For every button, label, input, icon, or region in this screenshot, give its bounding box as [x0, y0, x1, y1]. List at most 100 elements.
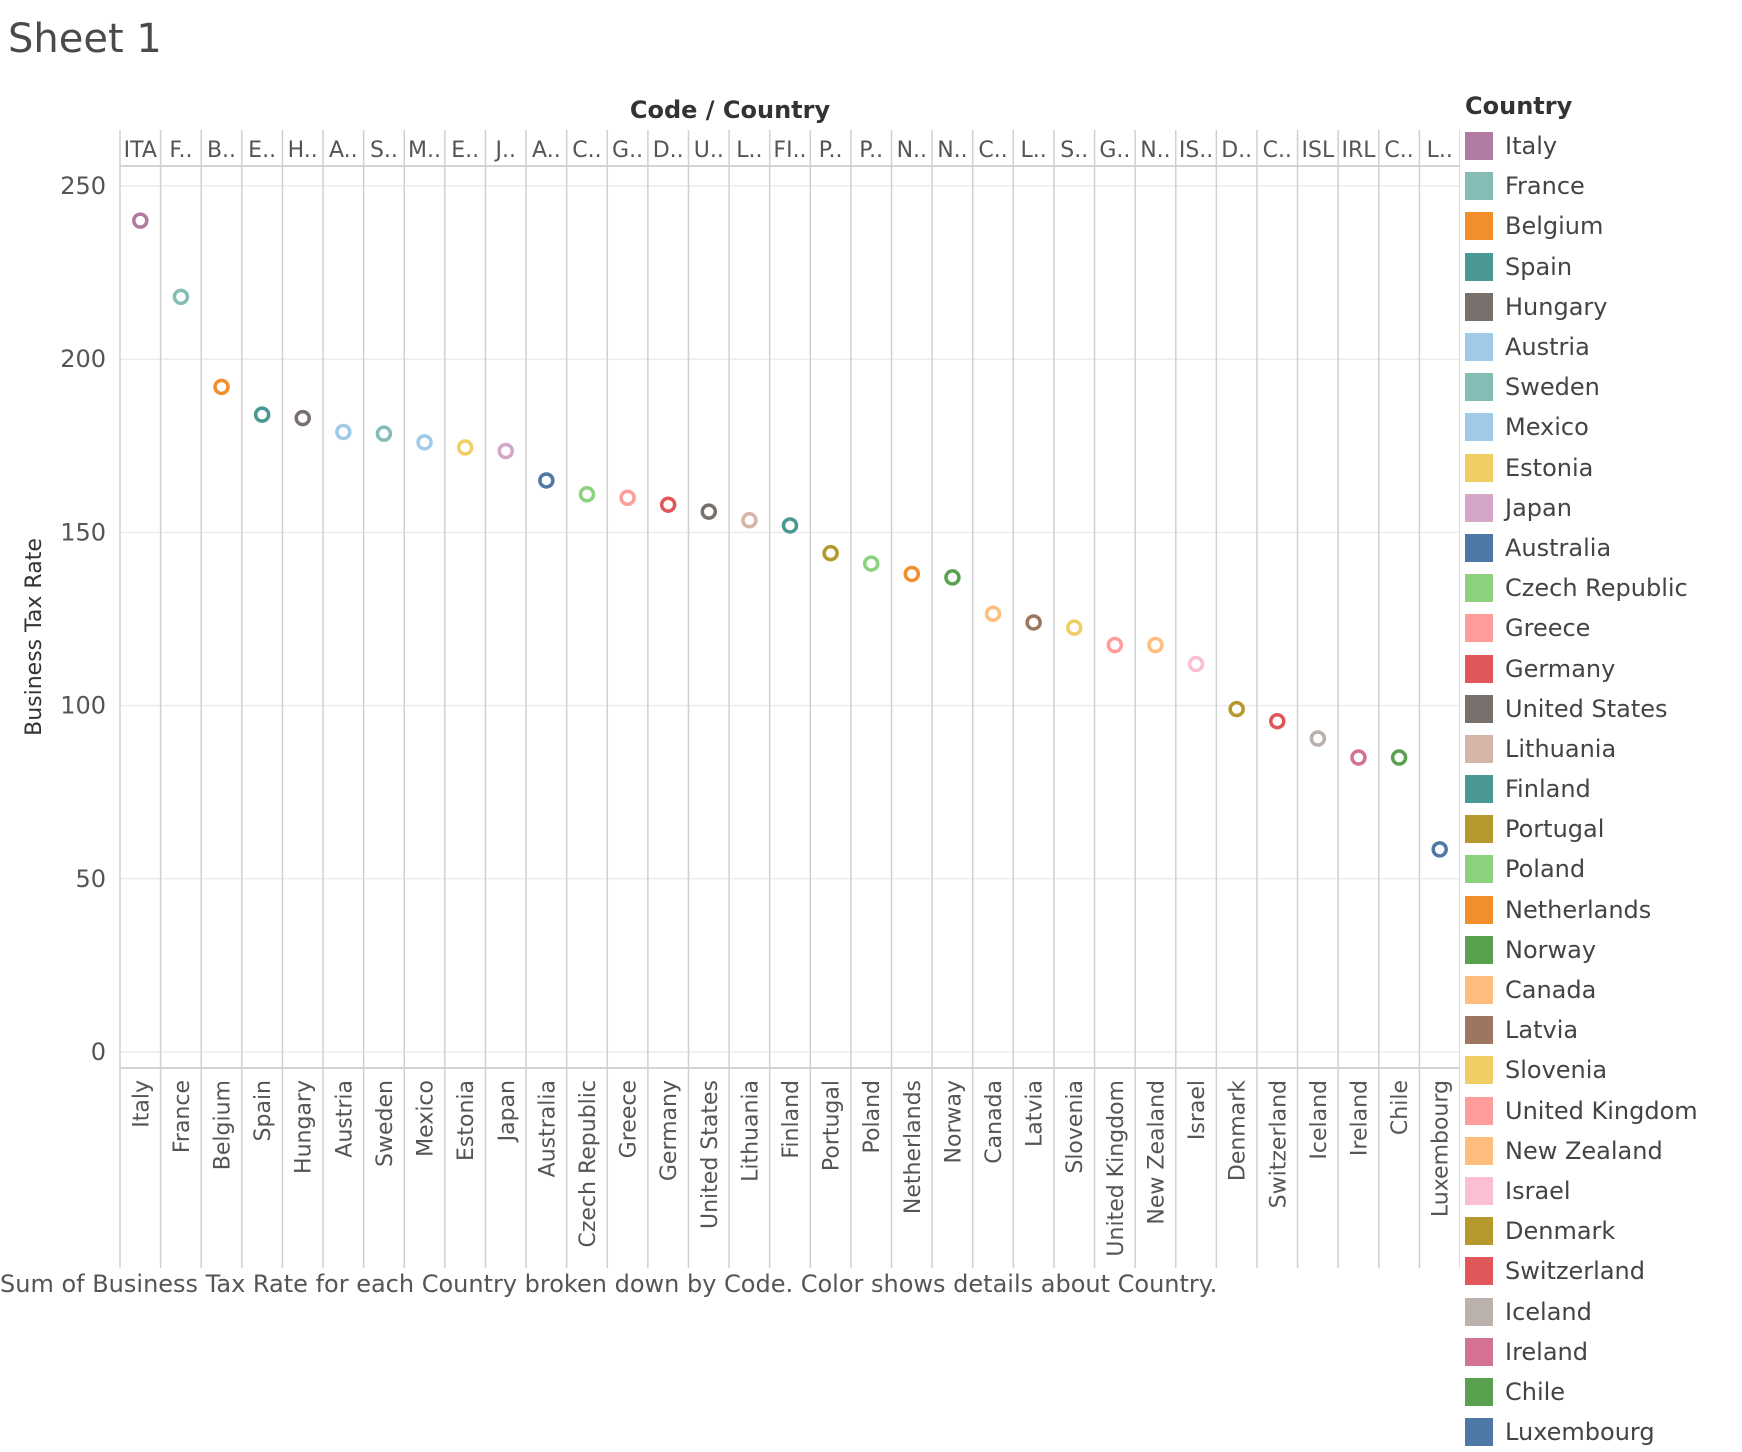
legend-label: Italy: [1505, 132, 1558, 161]
legend-item[interactable]: Hungary: [1465, 287, 1735, 327]
legend-item[interactable]: Netherlands: [1465, 890, 1735, 930]
data-point-hungary: [294, 409, 311, 427]
legend-label: Austria: [1505, 333, 1590, 362]
data-point-france: [172, 288, 190, 306]
data-point-iceland: [1309, 730, 1327, 747]
legend-item[interactable]: Australia: [1465, 528, 1735, 568]
legend-item[interactable]: Spain: [1465, 247, 1735, 287]
country-label: Latvia: [1023, 1080, 1048, 1147]
country-label: Chile: [1388, 1080, 1413, 1135]
country-label: Mexico: [414, 1080, 439, 1157]
code-label: C..: [1384, 138, 1413, 163]
data-point-ireland: [1350, 749, 1367, 766]
data-point-norway: [944, 569, 961, 586]
legend-swatch: [1465, 935, 1493, 964]
legend-item[interactable]: Czech Republic: [1465, 568, 1735, 608]
country-label: Denmark: [1226, 1080, 1251, 1181]
legend-item[interactable]: Belgium: [1465, 206, 1735, 246]
legend-item[interactable]: Japan: [1465, 488, 1735, 528]
legend-label: Poland: [1505, 855, 1586, 884]
legend: Country Italy France Belgium Spain Hungary Au…: [1465, 92, 1735, 1452]
legend-item[interactable]: Slovenia: [1465, 1050, 1735, 1090]
legend-swatch: [1465, 694, 1493, 723]
code-label: ITA: [124, 138, 157, 163]
legend-swatch: [1465, 533, 1493, 562]
legend-item[interactable]: Estonia: [1465, 448, 1735, 488]
country-label: Australia: [535, 1080, 560, 1177]
code-label: N..: [897, 138, 927, 163]
legend-swatch: [1465, 1056, 1493, 1085]
legend-item[interactable]: Israel: [1465, 1171, 1735, 1211]
legend-label: United Kingdom: [1505, 1096, 1698, 1125]
legend-item[interactable]: Mexico: [1465, 407, 1735, 447]
legend-swatch: [1465, 1297, 1493, 1326]
legend-items: Italy France Belgium Spain Hungary Austria Swe…: [1465, 126, 1735, 1452]
country-label: Ireland: [1347, 1080, 1372, 1156]
code-label: IS..: [1179, 138, 1213, 163]
legend-swatch: [1465, 132, 1493, 161]
y-axis-label: Business Tax Rate: [22, 538, 47, 736]
legend-item[interactable]: Italy: [1465, 126, 1735, 166]
legend-item[interactable]: Sweden: [1465, 367, 1735, 407]
data-point-spain: [253, 406, 271, 423]
legend-label: Slovenia: [1505, 1056, 1608, 1085]
legend-item[interactable]: Ireland: [1465, 1332, 1735, 1372]
legend-label: Sweden: [1505, 373, 1600, 402]
legend-item[interactable]: Denmark: [1465, 1211, 1735, 1251]
legend-swatch: [1465, 574, 1493, 603]
data-point-portugal: [822, 544, 839, 562]
code-label: E..: [451, 138, 479, 163]
legend-swatch: [1465, 654, 1493, 683]
data-point-belgium: [213, 378, 230, 396]
legend-item[interactable]: Poland: [1465, 849, 1735, 889]
legend-item[interactable]: Germany: [1465, 648, 1735, 688]
legend-item[interactable]: Greece: [1465, 608, 1735, 648]
legend-item[interactable]: France: [1465, 166, 1735, 206]
legend-label: Japan: [1505, 493, 1572, 522]
legend-label: Czech Republic: [1505, 574, 1688, 603]
legend-label: Switzerland: [1505, 1257, 1645, 1286]
legend-item[interactable]: Iceland: [1465, 1291, 1735, 1331]
legend-item[interactable]: Lithuania: [1465, 729, 1735, 769]
legend-item[interactable]: Switzerland: [1465, 1251, 1735, 1291]
legend-swatch: [1465, 292, 1493, 321]
legend-swatch: [1465, 373, 1493, 402]
legend-label: Ireland: [1505, 1337, 1589, 1366]
data-point-luxembourg: [1431, 841, 1448, 858]
legend-label: Lithuania: [1505, 734, 1617, 763]
code-label: FI..: [773, 138, 806, 163]
legend-swatch: [1465, 252, 1493, 281]
sheet-title: Sheet 1: [8, 16, 162, 62]
legend-item[interactable]: Chile: [1465, 1372, 1735, 1412]
code-label: ISL: [1302, 138, 1335, 163]
legend-item[interactable]: Canada: [1465, 970, 1735, 1010]
legend-item[interactable]: Luxembourg: [1465, 1412, 1735, 1452]
data-point-germany: [659, 496, 677, 513]
country-label: Czech Republic: [576, 1080, 601, 1248]
legend-item[interactable]: Portugal: [1465, 809, 1735, 849]
legend-swatch: [1465, 413, 1493, 442]
country-label: Italy: [129, 1080, 154, 1128]
legend-item[interactable]: Norway: [1465, 930, 1735, 970]
header-label: Code / Country: [630, 96, 831, 124]
data-point-latvia: [1025, 614, 1042, 631]
data-point-israel: [1187, 655, 1205, 673]
data-point-poland: [862, 555, 880, 572]
country-label: Netherlands: [901, 1080, 926, 1214]
legend-item[interactable]: Austria: [1465, 327, 1735, 367]
legend-item[interactable]: United States: [1465, 689, 1735, 729]
country-label: Luxembourg: [1429, 1080, 1454, 1217]
legend-item[interactable]: Latvia: [1465, 1010, 1735, 1050]
legend-item[interactable]: New Zealand: [1465, 1131, 1735, 1171]
legend-item[interactable]: United Kingdom: [1465, 1091, 1735, 1131]
code-label: L..: [1021, 138, 1047, 163]
code-label: J..: [494, 138, 516, 163]
chart-caption: Sum of Business Tax Rate for each Countr…: [0, 1270, 1218, 1298]
legend-label: Norway: [1505, 935, 1597, 964]
legend-item[interactable]: Finland: [1465, 769, 1735, 809]
legend-swatch: [1465, 775, 1493, 804]
code-label: C..: [572, 138, 601, 163]
legend-swatch: [1465, 895, 1493, 924]
legend-label: Spain: [1505, 252, 1573, 281]
country-label: Spain: [251, 1080, 276, 1141]
